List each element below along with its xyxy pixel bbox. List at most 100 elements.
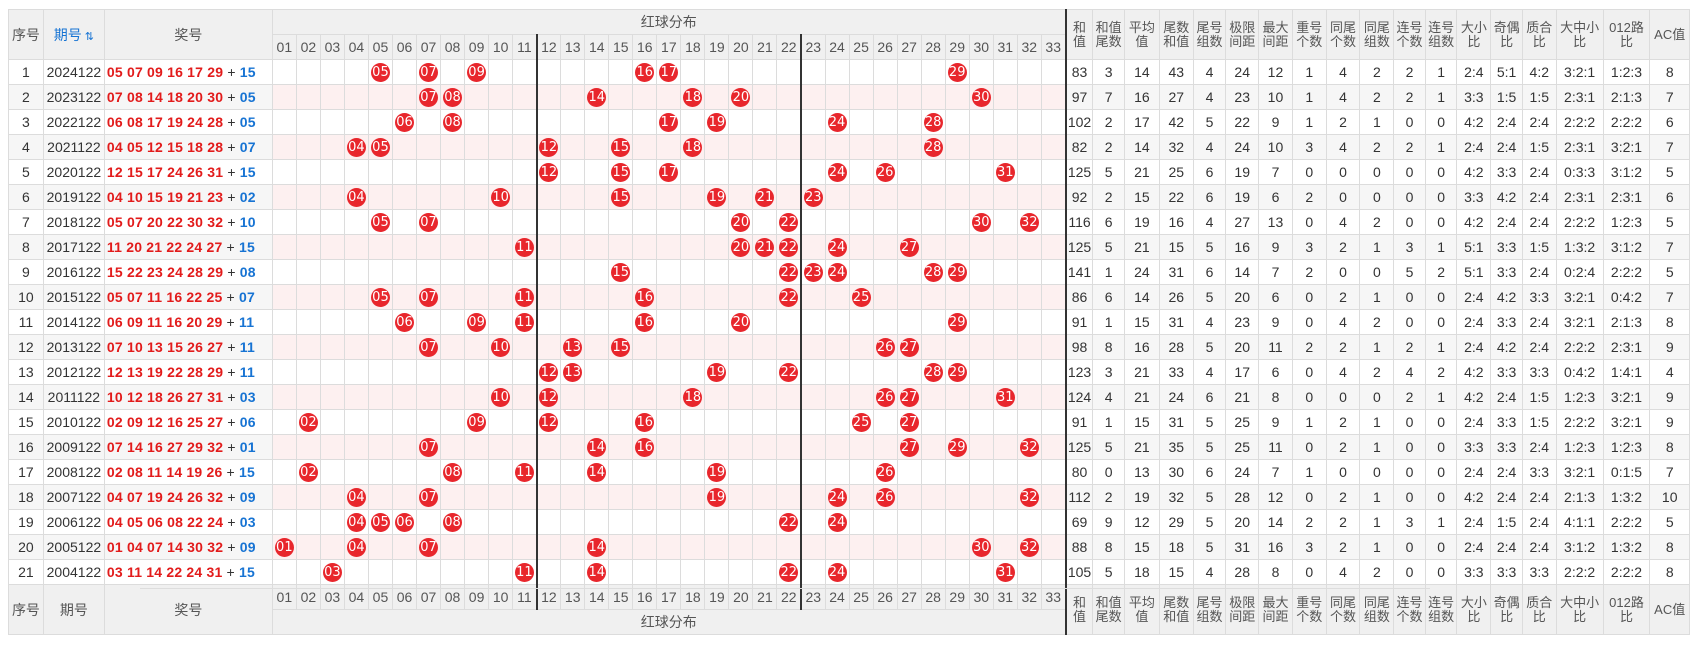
row-stat: 3:3 [1490, 309, 1523, 335]
ball-cell [391, 159, 418, 185]
row-stat: 0 [1424, 209, 1458, 235]
ball-cell [968, 284, 994, 310]
ball-cell [992, 434, 1018, 460]
ball-cell [319, 209, 345, 235]
ball-cell [968, 159, 994, 185]
blue-number: 07 [239, 139, 256, 155]
row-stat: 3:2:1 [1602, 409, 1651, 435]
ball-cell [728, 484, 754, 510]
row-stat: 14 [1123, 134, 1160, 160]
ball-cell [295, 509, 321, 535]
table-row: 19 2006122 04 05 06 08 22 24 + 03 04 05 06 08 2… [8, 509, 1690, 535]
ball-cell [848, 234, 874, 260]
red-ball: 30 [971, 537, 991, 557]
red-ball: 25 [851, 412, 871, 432]
row-stat: 1:5 [1521, 234, 1557, 260]
red-ball: 22 [779, 212, 799, 232]
blue-number: 09 [239, 489, 256, 505]
row-stat: 1 [1359, 284, 1395, 310]
red-ball: 16 [635, 62, 655, 82]
ball-cell [968, 134, 994, 160]
row-stat: 2 [1325, 509, 1361, 535]
ball-cell [391, 134, 418, 160]
row-stat: 11 [1258, 334, 1293, 360]
red-ball: 05 [370, 287, 390, 307]
ball-cell [680, 59, 706, 85]
ball-cell [1040, 534, 1067, 560]
ball-cell [776, 409, 803, 435]
ball-cell: 29 [944, 309, 970, 335]
ball-cell [824, 534, 850, 560]
row-seq: 20 [8, 534, 44, 560]
plus-sign: + [227, 389, 236, 405]
header-ball-number: 09 [464, 34, 490, 60]
row-draw: 07 10 13 15 26 27 + 11 [103, 334, 273, 360]
ball-cell [415, 134, 442, 160]
row-draw: 12 15 17 24 26 31 + 15 [103, 159, 273, 185]
row-stat: 91 [1065, 309, 1094, 335]
row-stat: 4 [1393, 359, 1426, 385]
row-stat: 16 [1123, 334, 1160, 360]
red-ball: 26 [875, 487, 895, 507]
row-stat: 2 [1092, 184, 1125, 210]
row-stat: 3:2:1 [1555, 284, 1604, 310]
ball-cell: 06 [391, 309, 418, 335]
ball-cell [944, 409, 970, 435]
ball-cell [632, 134, 658, 160]
row-stat: 13 [1258, 209, 1293, 235]
ball-cell [488, 159, 514, 185]
row-stat: 8 [1649, 309, 1690, 335]
ball-cell: 26 [872, 459, 898, 485]
ball-cell [560, 534, 586, 560]
row-stat: 2:2:2 [1555, 109, 1604, 135]
ball-cell [752, 509, 778, 535]
red-ball: 13 [563, 337, 583, 357]
header-ball-number: 06 [391, 34, 418, 60]
ball-cell [367, 234, 393, 260]
row-stat: 0 [1424, 409, 1458, 435]
sort-arrow-icon[interactable]: ⇅ [81, 30, 95, 43]
ball-cell [295, 559, 321, 585]
ball-cell [1040, 159, 1067, 185]
ball-cell [752, 534, 778, 560]
row-stat: 29 [1158, 509, 1194, 535]
ball-cell [632, 234, 658, 260]
header-issue-label[interactable]: 期号 [53, 26, 82, 43]
header-stat: 最大间距 [1258, 9, 1293, 60]
ball-cell [656, 134, 682, 160]
ball-cell [1016, 84, 1042, 110]
ball-cell [440, 409, 466, 435]
ball-cell [367, 559, 393, 585]
row-stat: 0 [1393, 534, 1426, 560]
ball-cell [872, 434, 898, 460]
row-stat: 1:5 [1521, 134, 1557, 160]
row-stat: 6 [1192, 159, 1227, 185]
header-issue[interactable]: 期号 ⇅ [42, 9, 105, 60]
blue-number: 06 [239, 414, 256, 430]
row-stat: 0 [1291, 159, 1327, 185]
ball-cell: 04 [343, 134, 369, 160]
row-stat: 3:3 [1490, 234, 1523, 260]
row-stat: 2 [1291, 334, 1327, 360]
ball-cell [608, 534, 634, 560]
ball-cell [343, 334, 369, 360]
ball-cell [776, 59, 803, 85]
red-ball: 25 [851, 287, 871, 307]
row-stat: 1 [1092, 309, 1125, 335]
ball-cell [536, 334, 562, 360]
ball-cell [992, 359, 1018, 385]
header-ball-number: 08 [440, 34, 466, 60]
blue-number: 10 [239, 214, 256, 230]
row-stat: 4 [1092, 384, 1125, 410]
ball-cell [656, 359, 682, 385]
header-ball-number: 31 [992, 34, 1018, 60]
ball-cell [1040, 559, 1067, 585]
row-stat: 3:3 [1490, 559, 1523, 585]
ball-cell [464, 459, 490, 485]
red-ball: 05 [370, 512, 390, 532]
ball-cell [367, 84, 393, 110]
row-stat: 1 [1359, 109, 1395, 135]
ball-cell [704, 209, 730, 235]
header-ball-number: 19 [704, 34, 730, 60]
red-ball: 32 [1019, 437, 1039, 457]
